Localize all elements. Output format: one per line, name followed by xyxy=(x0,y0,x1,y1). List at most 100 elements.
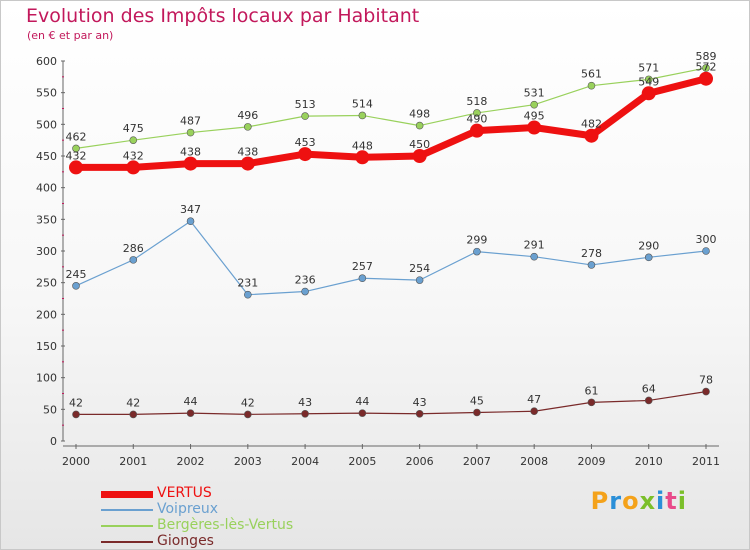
data-label: 531 xyxy=(524,87,545,100)
data-point xyxy=(644,253,653,262)
y-tick-label: 450 xyxy=(36,150,57,163)
logo-letter: i xyxy=(656,487,666,515)
data-point xyxy=(644,75,653,84)
data-point xyxy=(301,112,309,120)
y-tick-label: 50 xyxy=(43,403,57,416)
data-label: 498 xyxy=(409,108,430,121)
data-point xyxy=(473,247,481,256)
series-line-berg-res-l-s-vertus xyxy=(75,67,707,149)
data-point xyxy=(412,149,427,163)
data-label: 245 xyxy=(66,268,87,281)
data-point xyxy=(69,160,83,175)
y-tick-label: 300 xyxy=(36,245,57,258)
data-point xyxy=(527,120,542,135)
data-point xyxy=(530,252,538,261)
data-point xyxy=(186,409,195,417)
data-point xyxy=(244,290,252,299)
y-tick-label: 350 xyxy=(36,213,57,226)
x-tick-label: 2001 xyxy=(119,455,147,468)
data-label: 300 xyxy=(696,233,717,246)
proxiti-logo: Proxiti xyxy=(591,487,687,515)
legend-swatch xyxy=(101,541,153,543)
data-point xyxy=(699,71,713,86)
data-point xyxy=(702,64,710,72)
data-label: 42 xyxy=(241,396,255,409)
data-label: 291 xyxy=(524,239,545,252)
data-point xyxy=(301,287,309,296)
data-point xyxy=(415,276,424,284)
data-point xyxy=(584,128,599,143)
logo-letter: i xyxy=(677,487,687,515)
x-tick-label: 2009 xyxy=(577,455,605,468)
data-point xyxy=(415,121,424,130)
y-tick-label: 100 xyxy=(36,372,57,385)
data-point xyxy=(530,407,538,416)
data-point xyxy=(358,409,367,417)
data-point xyxy=(72,144,80,153)
data-point xyxy=(129,136,138,144)
data-point xyxy=(129,410,138,419)
data-label: 572 xyxy=(696,61,717,74)
data-point xyxy=(129,256,138,264)
data-label: 231 xyxy=(237,277,258,290)
y-tick-label: 550 xyxy=(36,87,57,100)
data-point xyxy=(72,410,80,419)
x-tick-label: 2000 xyxy=(62,455,90,468)
data-point xyxy=(587,81,596,90)
data-label: 549 xyxy=(638,75,659,88)
series-line-vertus xyxy=(72,75,710,171)
data-point xyxy=(358,111,367,120)
data-label: 432 xyxy=(123,149,144,162)
chart-subtitle: (en € et par an) xyxy=(27,29,114,42)
series-line-voipreux xyxy=(75,220,707,296)
data-label: 42 xyxy=(69,396,83,409)
data-label: 43 xyxy=(413,396,427,409)
x-tick-label: 2004 xyxy=(291,455,319,468)
data-label: 448 xyxy=(352,139,373,152)
logo-letter: P xyxy=(590,487,610,515)
x-tick-label: 2007 xyxy=(463,455,491,468)
logo-letter: o xyxy=(622,487,640,515)
data-label: 78 xyxy=(699,374,713,387)
data-label: 42 xyxy=(126,396,140,409)
data-label: 518 xyxy=(466,95,487,108)
x-tick-label: 2002 xyxy=(177,455,205,468)
logo-letter: t xyxy=(665,487,678,515)
x-tick-label: 2003 xyxy=(234,455,262,468)
chart-title: Evolution des Impôts locaux par Habitant xyxy=(26,5,420,27)
legend-swatch xyxy=(101,525,153,527)
legend-item: Voipreux xyxy=(101,501,361,518)
data-label: 347 xyxy=(180,203,201,216)
data-label: 495 xyxy=(524,110,545,123)
data-point xyxy=(298,147,313,162)
data-label: 482 xyxy=(581,118,602,131)
legend-label: Bergères-lès-Vertus xyxy=(157,517,294,533)
data-label: 236 xyxy=(295,274,316,287)
legend-label: Voipreux xyxy=(157,501,219,517)
x-tick-label: 2006 xyxy=(406,455,434,468)
data-point xyxy=(244,123,252,131)
x-tick-label: 2008 xyxy=(520,455,548,468)
data-label: 432 xyxy=(66,149,87,162)
y-tick-label: 500 xyxy=(36,118,57,131)
data-label: 571 xyxy=(638,61,659,74)
logo-letter: x xyxy=(639,487,657,515)
y-tick-label: 200 xyxy=(36,308,57,321)
data-label: 453 xyxy=(295,136,316,149)
data-point xyxy=(644,396,653,405)
data-point xyxy=(126,160,141,175)
legend-item: Bergères-lès-Vertus xyxy=(101,517,361,534)
legend-item: Gionges xyxy=(101,533,361,550)
y-tick-label: 600 xyxy=(36,55,57,68)
data-label: 254 xyxy=(409,262,430,275)
data-label: 61 xyxy=(584,384,598,397)
data-label: 44 xyxy=(184,395,198,408)
data-label: 299 xyxy=(466,234,487,247)
data-label: 44 xyxy=(355,395,369,408)
data-label: 257 xyxy=(352,260,373,273)
y-tick-label: 0 xyxy=(50,435,57,448)
y-tick-label: 400 xyxy=(36,182,57,195)
x-tick-label: 2010 xyxy=(635,455,663,468)
